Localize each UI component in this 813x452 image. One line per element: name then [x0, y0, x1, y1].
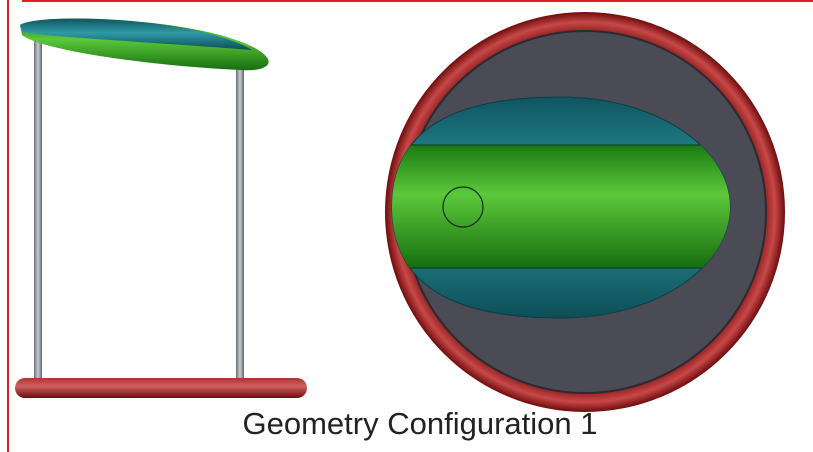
caption: Geometry Configuration 1	[243, 406, 598, 441]
top-view	[380, 12, 785, 412]
side-view	[15, 19, 307, 398]
pole	[34, 38, 42, 383]
page: Geometry Configuration 1 (() => { const …	[0, 0, 813, 452]
foil-band	[380, 145, 740, 268]
base-bar	[15, 378, 307, 398]
pole	[236, 66, 244, 383]
slide: Geometry Configuration 1	[0, 0, 813, 452]
